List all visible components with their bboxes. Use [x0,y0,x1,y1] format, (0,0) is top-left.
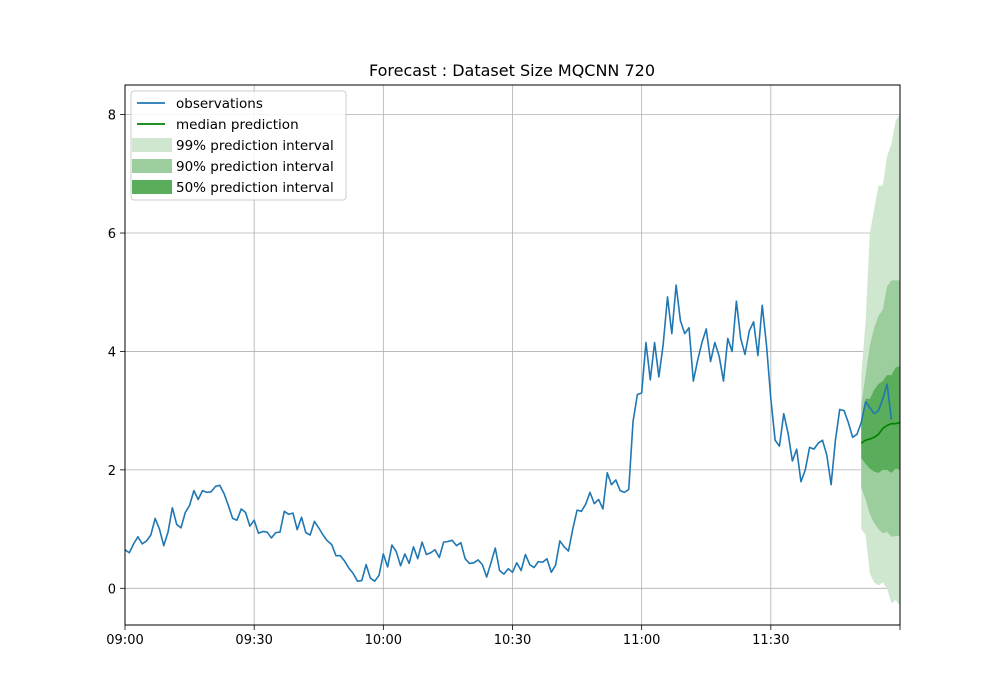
y-tick-label: 4 [108,345,116,360]
series-lines [124,284,901,582]
legend-box [130,90,347,201]
x-tick-label: 10:00 [365,633,402,648]
y-tick-label: 0 [108,582,116,597]
prediction-bands [861,114,900,607]
legend: observations median prediction 99% predict… [130,90,347,201]
x-tick-label: 11:00 [623,633,660,648]
y-tick-label: 2 [108,464,116,479]
prediction-band-2 [861,366,900,473]
x-tick-label: 10:30 [494,633,531,648]
median-prediction-line [860,421,901,444]
chart-title: Forecast : Dataset Size MQCNN 720 [369,61,655,80]
y-tick-label: 8 [108,109,116,124]
x-tick-label: 09:00 [106,633,143,648]
legend-label: median prediction [176,117,299,133]
legend-swatch-band [132,159,172,173]
legend-label: observations [176,96,263,112]
legend-label: 90% prediction interval [176,159,334,175]
legend-label: 50% prediction interval [176,180,334,196]
x-tick-label: 09:30 [235,633,272,648]
axis-ticks: 09:00 09:30 10:00 10:30 11:00 11:30 0 2 4 6 8 [106,109,901,648]
legend-swatch-band [132,180,172,194]
x-tick-label: 11:30 [752,633,789,648]
legend-label: 99% prediction interval [176,138,334,154]
observations-line [124,284,893,582]
y-tick-label: 6 [108,227,116,242]
legend-swatch-band [132,138,172,152]
